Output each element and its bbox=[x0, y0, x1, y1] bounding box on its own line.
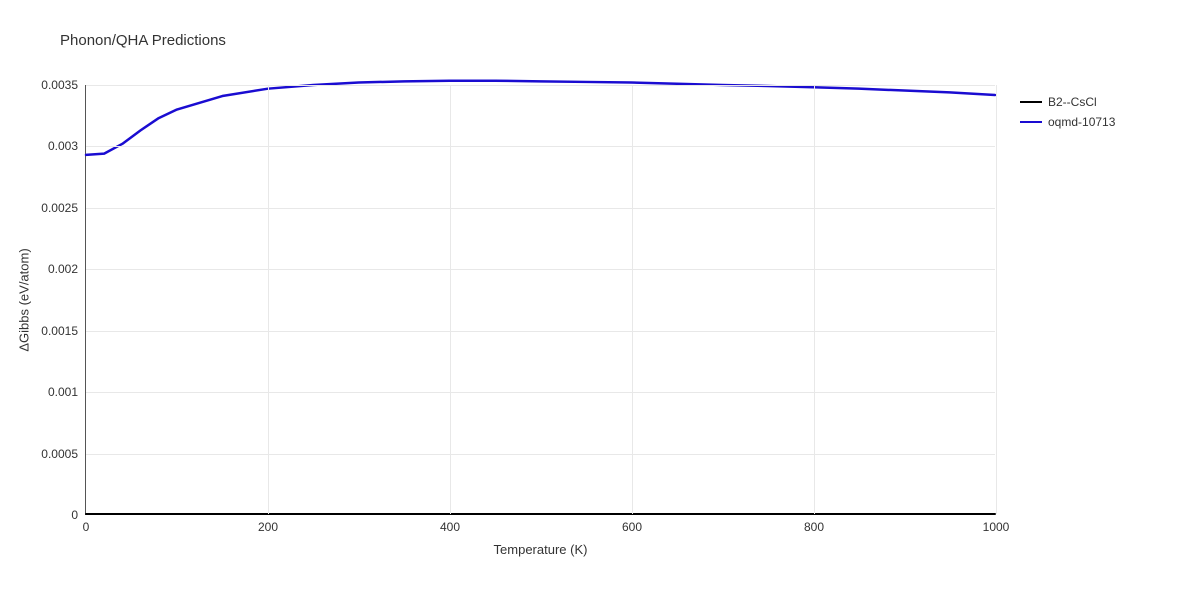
y-tick-label: 0.0005 bbox=[41, 447, 78, 461]
y-tick-label: 0.0015 bbox=[41, 324, 78, 338]
legend-label: B2--CsCl bbox=[1048, 95, 1097, 109]
gridline-h bbox=[86, 208, 995, 209]
legend-item[interactable]: B2--CsCl bbox=[1020, 95, 1115, 109]
x-axis-label: Temperature (K) bbox=[494, 542, 588, 557]
gridline-v bbox=[632, 85, 633, 514]
gridline-v bbox=[450, 85, 451, 514]
y-tick-label: 0.0035 bbox=[41, 78, 78, 92]
y-tick-label: 0.002 bbox=[48, 262, 78, 276]
x-tick-label: 600 bbox=[622, 520, 642, 534]
gridline-v bbox=[996, 85, 997, 514]
y-tick-label: 0.0025 bbox=[41, 201, 78, 215]
gridline-v bbox=[268, 85, 269, 514]
x-tick-label: 200 bbox=[258, 520, 278, 534]
plot-area: Temperature (K) ΔGibbs (eV/atom) 0200400… bbox=[85, 85, 995, 515]
legend-item[interactable]: oqmd-10713 bbox=[1020, 115, 1115, 129]
legend-swatch bbox=[1020, 121, 1042, 123]
legend: B2--CsCl oqmd-10713 bbox=[1020, 95, 1115, 135]
gridline-h bbox=[86, 85, 995, 86]
chart-title: Phonon/QHA Predictions bbox=[60, 32, 226, 49]
y-axis-label: ΔGibbs (eV/atom) bbox=[17, 248, 32, 351]
y-tick-label: 0 bbox=[71, 508, 78, 522]
x-tick-label: 1000 bbox=[983, 520, 1010, 534]
gridline-h bbox=[86, 331, 995, 332]
gridline-h bbox=[86, 146, 995, 147]
gridline-h bbox=[86, 392, 995, 393]
gridline-h bbox=[86, 269, 995, 270]
gridline-v bbox=[814, 85, 815, 514]
legend-label: oqmd-10713 bbox=[1048, 115, 1115, 129]
x-tick-label: 0 bbox=[83, 520, 90, 534]
x-tick-label: 800 bbox=[804, 520, 824, 534]
y-tick-label: 0.001 bbox=[48, 385, 78, 399]
series-line bbox=[86, 81, 995, 155]
chart-root: Phonon/QHA Predictions Temperature (K) Δ… bbox=[0, 0, 1200, 600]
legend-swatch bbox=[1020, 101, 1042, 103]
y-tick-label: 0.003 bbox=[48, 139, 78, 153]
x-tick-label: 400 bbox=[440, 520, 460, 534]
gridline-h bbox=[86, 454, 995, 455]
series-svg bbox=[86, 85, 995, 514]
